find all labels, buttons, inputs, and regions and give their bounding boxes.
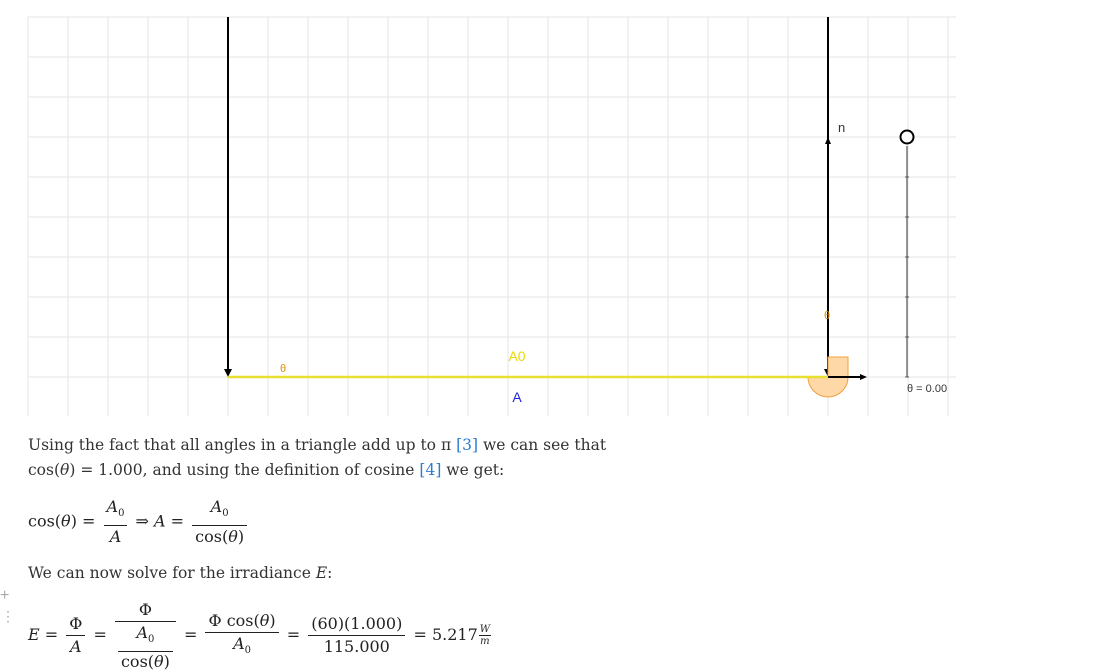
cos-theta-expr: cos(θ) = (28, 461, 99, 479)
add-block-icon[interactable]: + (0, 587, 10, 604)
citation-4-link[interactable]: [4] (419, 461, 442, 479)
normal-arrowhead (825, 137, 831, 144)
drag-handle-icon[interactable]: ⋮ (1, 608, 15, 624)
p3-text: We can now solve for the irradiance (28, 564, 316, 582)
a-label: A (512, 389, 522, 405)
unit-numerator: W (479, 624, 491, 636)
tangent-arrowhead (860, 374, 867, 380)
cos-value: 1.000 (98, 461, 143, 479)
p3-colon: : (327, 564, 333, 582)
p2-text-c: we get: (441, 461, 505, 479)
p1-text-a: Using the fact that all angles in a tria… (28, 436, 441, 454)
left-ray-arrowhead (224, 369, 232, 377)
eq-cos-value: 1.000 (350, 614, 397, 634)
a0-label: A0 (508, 348, 525, 364)
equation-area-relation: cos(θ) = A0 A ⇒ A = A0 cos(θ) (28, 497, 250, 547)
p2-text-b: , and using the definition of cosine (142, 461, 420, 479)
flux-value: 60 (317, 614, 338, 634)
paragraph-irradiance: We can now solve for the irradiance E: (28, 561, 332, 586)
pi-symbol: π (440, 436, 452, 454)
normal-label: n (838, 120, 845, 135)
paragraph-triangle-angles: Using the fact that all angles in a tria… (28, 433, 606, 458)
p1-text-b: we can see that (478, 436, 607, 454)
irradiance-var: E (315, 564, 328, 582)
grid (27, 16, 956, 416)
theta-label-right: θ (824, 310, 830, 322)
irradiance-result: 5.217 (431, 625, 478, 645)
unit-denominator: m (480, 636, 490, 648)
slider-ticks (905, 176, 909, 378)
slider-readout: θ = 0.00 (907, 383, 947, 395)
irradiance-diagram: n A0 A θ θ θ = 0.00 (27, 16, 956, 416)
slider-handle[interactable] (899, 129, 915, 145)
citation-3-link[interactable]: [3] (456, 436, 479, 454)
a0-value: 115.000 (323, 637, 390, 657)
theta-label-left: θ (280, 363, 286, 375)
paragraph-cos-value: cos(θ) = 1.000, and using the definition… (28, 458, 504, 483)
